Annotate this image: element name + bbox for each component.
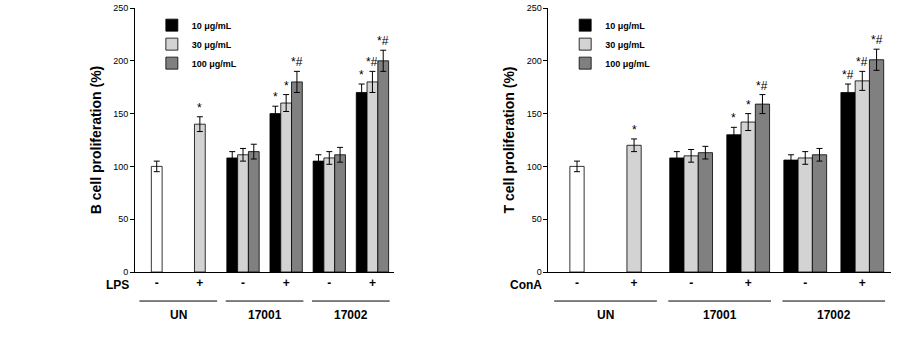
svg-text:17002: 17002 <box>334 308 368 322</box>
svg-text:*#: *# <box>377 34 389 48</box>
svg-text:17001: 17001 <box>703 308 737 322</box>
svg-text:0: 0 <box>537 267 542 277</box>
svg-text:-: - <box>327 276 331 290</box>
svg-text:*: * <box>359 68 364 82</box>
svg-text:UN: UN <box>597 308 614 322</box>
svg-text:10 μg/mL: 10 μg/mL <box>192 21 232 31</box>
svg-text:B cell proliferation (%): B cell proliferation (%) <box>88 66 104 215</box>
svg-text:*#: *# <box>871 33 883 47</box>
svg-text:17002: 17002 <box>817 308 851 322</box>
svg-text:30 μg/mL: 30 μg/mL <box>605 40 645 50</box>
svg-text:50: 50 <box>532 214 542 224</box>
svg-text:100 μg/mL: 100 μg/mL <box>192 59 237 69</box>
svg-text:*#: *# <box>291 55 303 69</box>
svg-text:+: + <box>196 276 203 290</box>
svg-text:-: - <box>155 276 159 290</box>
svg-text:30 μg/mL: 30 μg/mL <box>192 40 232 50</box>
svg-text:17001: 17001 <box>248 308 282 322</box>
svg-text:100: 100 <box>113 162 128 172</box>
svg-text:+: + <box>631 276 638 290</box>
svg-text:250: 250 <box>113 3 128 13</box>
svg-text:*: * <box>284 79 289 93</box>
svg-text:*#: *# <box>366 55 378 69</box>
svg-text:LPS: LPS <box>106 278 129 292</box>
svg-text:+: + <box>283 276 290 290</box>
svg-text:10 μg/mL: 10 μg/mL <box>605 21 645 31</box>
svg-text:*: * <box>731 111 736 125</box>
svg-text:+: + <box>859 276 866 290</box>
svg-text:150: 150 <box>527 109 542 119</box>
svg-text:*#: *# <box>756 79 768 93</box>
svg-text:250: 250 <box>527 3 542 13</box>
svg-text:200: 200 <box>113 56 128 66</box>
svg-text:+: + <box>745 276 752 290</box>
svg-text:150: 150 <box>113 109 128 119</box>
svg-text:-: - <box>689 276 693 290</box>
svg-text:-: - <box>803 276 807 290</box>
svg-text:UN: UN <box>170 308 187 322</box>
svg-text:*: * <box>632 123 637 137</box>
svg-text:ConA: ConA <box>510 278 542 292</box>
svg-text:-: - <box>575 276 579 290</box>
svg-text:*#: *# <box>856 55 868 69</box>
svg-text:*: * <box>746 98 751 112</box>
svg-text:*#: *# <box>842 68 854 82</box>
svg-text:100: 100 <box>527 162 542 172</box>
svg-text:*: * <box>197 101 202 115</box>
svg-text:200: 200 <box>527 56 542 66</box>
svg-text:100 μg/mL: 100 μg/mL <box>605 59 650 69</box>
svg-text:0: 0 <box>123 267 128 277</box>
svg-text:*: * <box>273 90 278 104</box>
svg-text:+: + <box>369 276 376 290</box>
svg-text:50: 50 <box>118 214 128 224</box>
svg-text:T cell proliferation (%): T cell proliferation (%) <box>501 66 517 213</box>
svg-text:-: - <box>241 276 245 290</box>
